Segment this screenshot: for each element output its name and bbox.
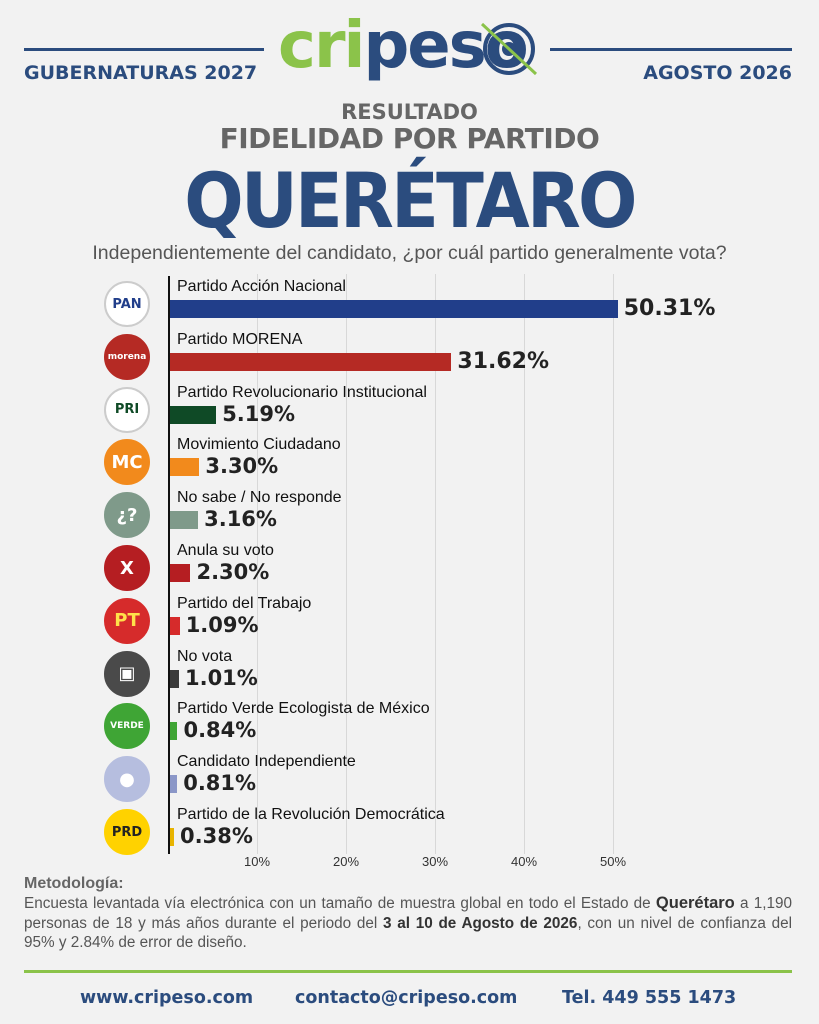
- methodology-state: Querétaro: [655, 894, 735, 912]
- chart-title: FIDELIDAD POR PARTIDO: [219, 122, 600, 155]
- mc-logo-icon: MC: [104, 439, 150, 486]
- x-tick-label: 40%: [510, 854, 538, 869]
- category-label: Movimiento Ciudadano: [177, 436, 341, 454]
- bar: [170, 300, 618, 318]
- methodology-p3: , con un nivel de confianza del 95% y 2.…: [24, 914, 793, 952]
- header-line-right: [550, 48, 792, 51]
- header-line-left: [24, 48, 264, 51]
- category-label: Partido Verde Ecologista de México: [177, 700, 430, 718]
- header-election: GUBERNATURAS 2027: [24, 62, 258, 84]
- prd-logo-icon: PRD: [104, 809, 150, 855]
- category-label: Partido del Trabajo: [177, 594, 312, 612]
- value-label: 31.62%: [457, 348, 550, 374]
- bar: [170, 828, 174, 846]
- category-label: Partido de la Revolución Democrática: [177, 806, 445, 823]
- bar: [170, 722, 178, 741]
- value-label: 5.19%: [222, 401, 296, 426]
- morena-logo-icon: morena: [104, 333, 150, 380]
- methodology-p2: a 1,190 personas de 18 y más años durant…: [24, 895, 792, 932]
- value-label: 0.81%: [183, 771, 257, 796]
- bar: [170, 405, 217, 424]
- x-tick-label: 10%: [243, 854, 271, 869]
- bar: [170, 458, 200, 477]
- header-date: AGOSTO 2026: [643, 62, 792, 84]
- methodology-title: Metodología:: [24, 875, 124, 892]
- question-icon: ¿?: [104, 492, 150, 539]
- value-label: 0.84%: [183, 718, 257, 743]
- x-tick-label: 30%: [421, 854, 449, 869]
- category-label: Partido Revolucionario Institucional: [177, 383, 427, 401]
- value-label: 1.01%: [184, 665, 258, 690]
- footer-divider: [24, 970, 792, 973]
- value-label: 1.09%: [185, 612, 259, 637]
- bar: [170, 511, 199, 530]
- value-label: 3.30%: [205, 454, 279, 479]
- logo-text-green: cri: [278, 9, 365, 83]
- value-label: 2.30%: [196, 560, 270, 584]
- category-label: No sabe / No responde: [177, 489, 342, 507]
- pt-logo-icon: PT: [104, 597, 150, 644]
- methodology-text: Encuesta levantada vía electrónica con u…: [24, 894, 792, 953]
- survey-question: Independientemente del candidato, ¿por c…: [92, 242, 727, 264]
- gridline: [257, 274, 258, 854]
- bar: [170, 669, 179, 688]
- cripeso-logo: cripeso: [278, 9, 529, 83]
- pri-logo-icon: PRI: [104, 386, 150, 433]
- methodology-dates: 3 al 10 de Agosto de 2026: [383, 914, 578, 932]
- gridline: [613, 274, 614, 854]
- footer-phone[interactable]: Tel. 449 555 1473: [562, 988, 737, 1008]
- gridline: [346, 274, 347, 854]
- category-label: Candidato Independiente: [177, 753, 356, 771]
- cross-icon: X: [104, 545, 150, 591]
- category-label: Anula su voto: [177, 542, 274, 559]
- bar: [170, 775, 178, 794]
- value-label: 0.38%: [180, 824, 253, 848]
- methodology-p1: Encuesta levantada vía electrónica con u…: [24, 895, 656, 912]
- result-label: RESULTADO: [341, 100, 478, 124]
- category-label: Partido Acción Nacional: [177, 278, 346, 295]
- pan-logo-icon: PAN: [104, 281, 150, 327]
- state-title: QUERÉTARO: [184, 156, 637, 245]
- target-icon: [480, 22, 538, 76]
- x-tick-label: 50%: [599, 854, 627, 869]
- footer-email[interactable]: contacto@cripeso.com: [295, 988, 518, 1008]
- verde-logo-icon: VERDE: [104, 703, 150, 750]
- x-tick-label: 20%: [332, 854, 360, 869]
- gridline: [435, 274, 436, 854]
- person-icon: ●: [104, 756, 150, 803]
- value-label: 3.16%: [204, 507, 277, 532]
- bar: [170, 564, 191, 582]
- bar: [170, 616, 180, 635]
- category-label: Partido MORENA: [177, 330, 303, 348]
- y-axis-line: [168, 276, 170, 854]
- value-label: 50.31%: [623, 296, 716, 321]
- footer-website[interactable]: www.cripeso.com: [80, 988, 254, 1008]
- ballot-box-icon: ▣: [104, 650, 150, 697]
- gridline: [524, 274, 525, 854]
- bar: [170, 352, 452, 371]
- category-label: No vota: [177, 647, 233, 665]
